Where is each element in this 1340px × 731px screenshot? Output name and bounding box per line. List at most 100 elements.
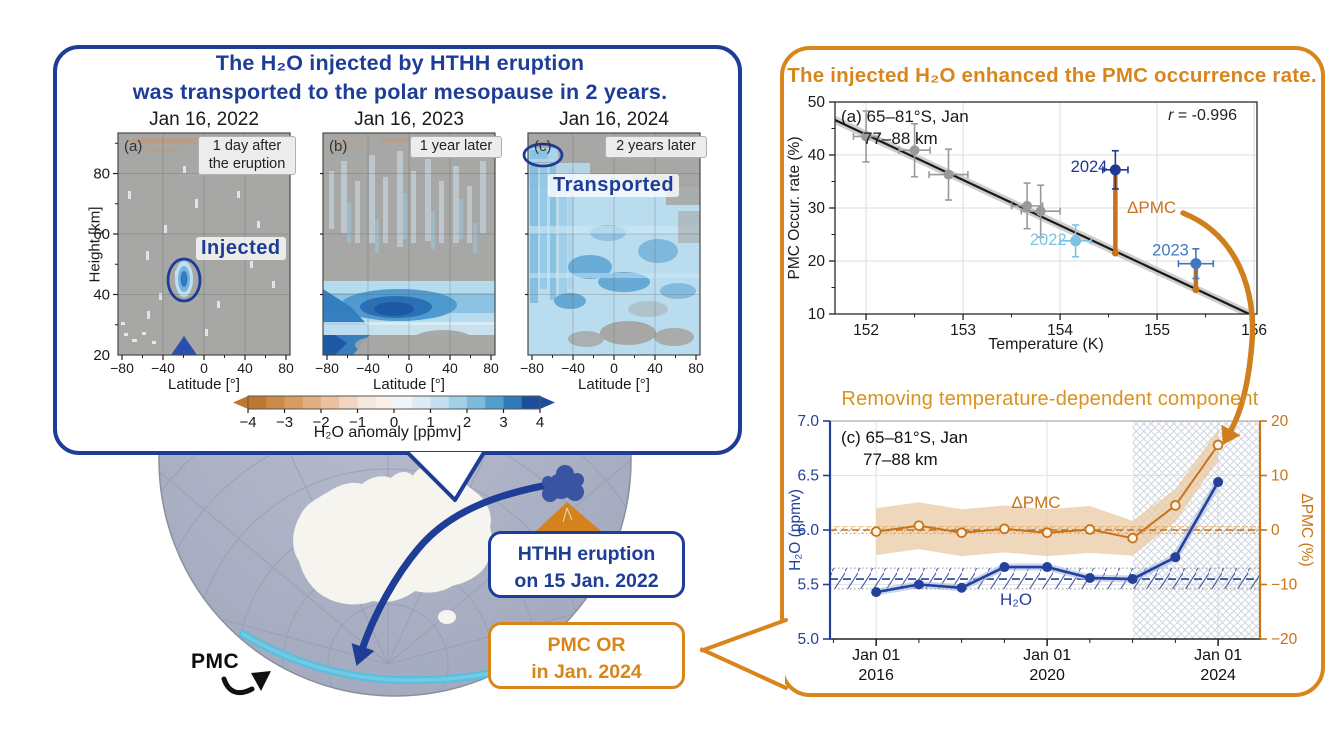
- svg-text:−80: −80: [520, 360, 544, 376]
- volcano-icon: [536, 502, 601, 531]
- svg-text:7.0: 7.0: [797, 413, 819, 430]
- panel-b-note: 1 year later: [410, 136, 502, 158]
- left-title-line2: was transported to the polar mesopause i…: [132, 80, 668, 104]
- svg-text:−20: −20: [1271, 631, 1298, 648]
- svg-text:40: 40: [442, 360, 458, 376]
- panel-a-date: Jan 16, 2022: [149, 109, 259, 130]
- svg-text:Jan 01: Jan 01: [1194, 647, 1242, 664]
- svg-text:ΔPMC: ΔPMC: [1127, 198, 1176, 217]
- volcano-marker: [171, 336, 197, 355]
- svg-text:20: 20: [93, 347, 110, 364]
- svg-text:40: 40: [808, 147, 826, 164]
- panel-c-note: 2 years later: [605, 136, 707, 158]
- svg-text:153: 153: [950, 322, 976, 339]
- svg-text:−10: −10: [1271, 577, 1298, 594]
- right-box-tail: [701, 619, 785, 689]
- svg-text:PMC Occur. rate (%): PMC Occur. rate (%): [786, 137, 803, 280]
- pmc-or-callout: PMC OR in Jan. 2024: [488, 622, 685, 689]
- svg-text:6.0: 6.0: [797, 522, 819, 539]
- svg-text:2023: 2023: [1152, 242, 1189, 260]
- svg-text:0: 0: [200, 360, 208, 376]
- svg-text:−3: −3: [276, 414, 293, 431]
- injected-circle-annotation: [166, 257, 202, 303]
- svg-text:80: 80: [688, 360, 704, 376]
- panel-a-xaxis-label: Latitude [°]: [168, 376, 240, 393]
- svg-text:80: 80: [483, 360, 499, 376]
- svg-text:−40: −40: [356, 360, 380, 376]
- svg-text:20: 20: [808, 253, 826, 270]
- svg-text:80: 80: [278, 360, 294, 376]
- eruption-plume-icon: [542, 465, 584, 502]
- contour-panel-axes: −80 −40 0 40 80 20 40 60 80 −80 −40 0 40 80 −80 −40 0 40 8…: [93, 132, 704, 376]
- svg-text:80: 80: [93, 166, 110, 183]
- svg-text:ΔPMC (%): ΔPMC (%): [1298, 493, 1315, 566]
- svg-text:−4: −4: [239, 414, 256, 431]
- svg-text:3: 3: [499, 414, 507, 431]
- contour-panel-b: [323, 133, 495, 355]
- svg-text:−40: −40: [151, 360, 175, 376]
- pmc-or-callout-line2: in Jan. 2024: [531, 660, 642, 683]
- svg-text:2: 2: [463, 414, 471, 431]
- svg-text:40: 40: [647, 360, 663, 376]
- svg-text:1: 1: [426, 414, 434, 431]
- svg-text:154: 154: [1047, 322, 1073, 339]
- removing-label: Removing temperature-dependent component: [841, 388, 1259, 410]
- panel-c-date: Jan 16, 2024: [559, 109, 669, 130]
- pmc-pointer-arrow: [221, 676, 255, 696]
- svg-text:r = -0.996: r = -0.996: [1168, 107, 1237, 124]
- svg-text:10: 10: [808, 306, 826, 323]
- colorbar-label: H₂O anomaly [ppmv]: [313, 424, 462, 441]
- svg-text:152: 152: [853, 322, 879, 339]
- svg-text:40: 40: [237, 360, 253, 376]
- svg-text:−40: −40: [561, 360, 585, 376]
- svg-text:2024: 2024: [1071, 158, 1108, 176]
- height-axis-label: Height [km]: [86, 206, 104, 283]
- panel-b-id: (b): [329, 138, 348, 155]
- pmc-or-callout-line1: PMC OR: [547, 634, 626, 656]
- left-box-tail: [409, 452, 483, 500]
- svg-text:77–88 km: 77–88 km: [863, 450, 938, 469]
- eruption-callout: HTHH eruption on 15 Jan. 2022: [488, 531, 685, 598]
- svg-text:(a) 65–81°S, Jan: (a) 65–81°S, Jan: [841, 107, 969, 126]
- svg-text:6.5: 6.5: [797, 468, 819, 485]
- svg-text:Temperature (K): Temperature (K): [988, 336, 1104, 353]
- panel-b-xaxis-label: Latitude [°]: [373, 376, 445, 393]
- svg-text:−2: −2: [312, 414, 329, 431]
- svg-text:H₂O (ppmv): H₂O (ppmv): [787, 489, 804, 571]
- svg-text:0: 0: [610, 360, 618, 376]
- transported-circle-annotation: [522, 142, 564, 168]
- panel-c-xaxis-label: Latitude [°]: [578, 376, 650, 393]
- svg-text:0: 0: [390, 414, 398, 431]
- svg-text:2020: 2020: [1029, 667, 1065, 684]
- svg-text:155: 155: [1144, 322, 1170, 339]
- svg-text:50: 50: [808, 94, 826, 111]
- svg-text:ΔPMC: ΔPMC: [1011, 493, 1060, 512]
- left-title-line1: The H₂O injected by HTHH eruption: [215, 51, 585, 75]
- transported-annotation: Transported: [548, 174, 680, 197]
- svg-text:2016: 2016: [858, 667, 894, 684]
- h2o-anomaly-colorbar: −4 −3 −2 −1 0 1 2 3 4: [233, 395, 555, 431]
- svg-text:−1: −1: [349, 414, 366, 431]
- svg-text:4: 4: [536, 414, 544, 431]
- svg-text:H₂O: H₂O: [1000, 590, 1032, 609]
- svg-text:Jan 01: Jan 01: [852, 647, 900, 664]
- svg-text:(c) 65–81°S, Jan: (c) 65–81°S, Jan: [841, 428, 968, 447]
- svg-text:−80: −80: [110, 360, 134, 376]
- svg-text:0: 0: [1271, 522, 1280, 539]
- panel-b-date: Jan 16, 2023: [354, 109, 464, 130]
- eruption-callout-line2: on 15 Jan. 2022: [514, 569, 659, 592]
- svg-text:−80: −80: [315, 360, 339, 376]
- h2o-dpmc-timeseries-chart: 5.0 5.5 6.0 6.5 7.0 −20 −10 0 10 20 Jan 01 2016 Jan …: [787, 413, 1315, 684]
- svg-text:30: 30: [808, 200, 826, 217]
- right-title: The injected H₂O enhanced the PMC occurr…: [787, 64, 1317, 87]
- panel-c-id: (c): [534, 138, 552, 155]
- svg-text:Jan 01: Jan 01: [1023, 647, 1071, 664]
- svg-text:77–88 km: 77–88 km: [863, 129, 938, 148]
- svg-text:5.5: 5.5: [797, 577, 819, 594]
- panel-a-id: (a): [124, 138, 143, 155]
- eruption-callout-line1: HTHH eruption: [517, 543, 656, 565]
- svg-text:0: 0: [405, 360, 413, 376]
